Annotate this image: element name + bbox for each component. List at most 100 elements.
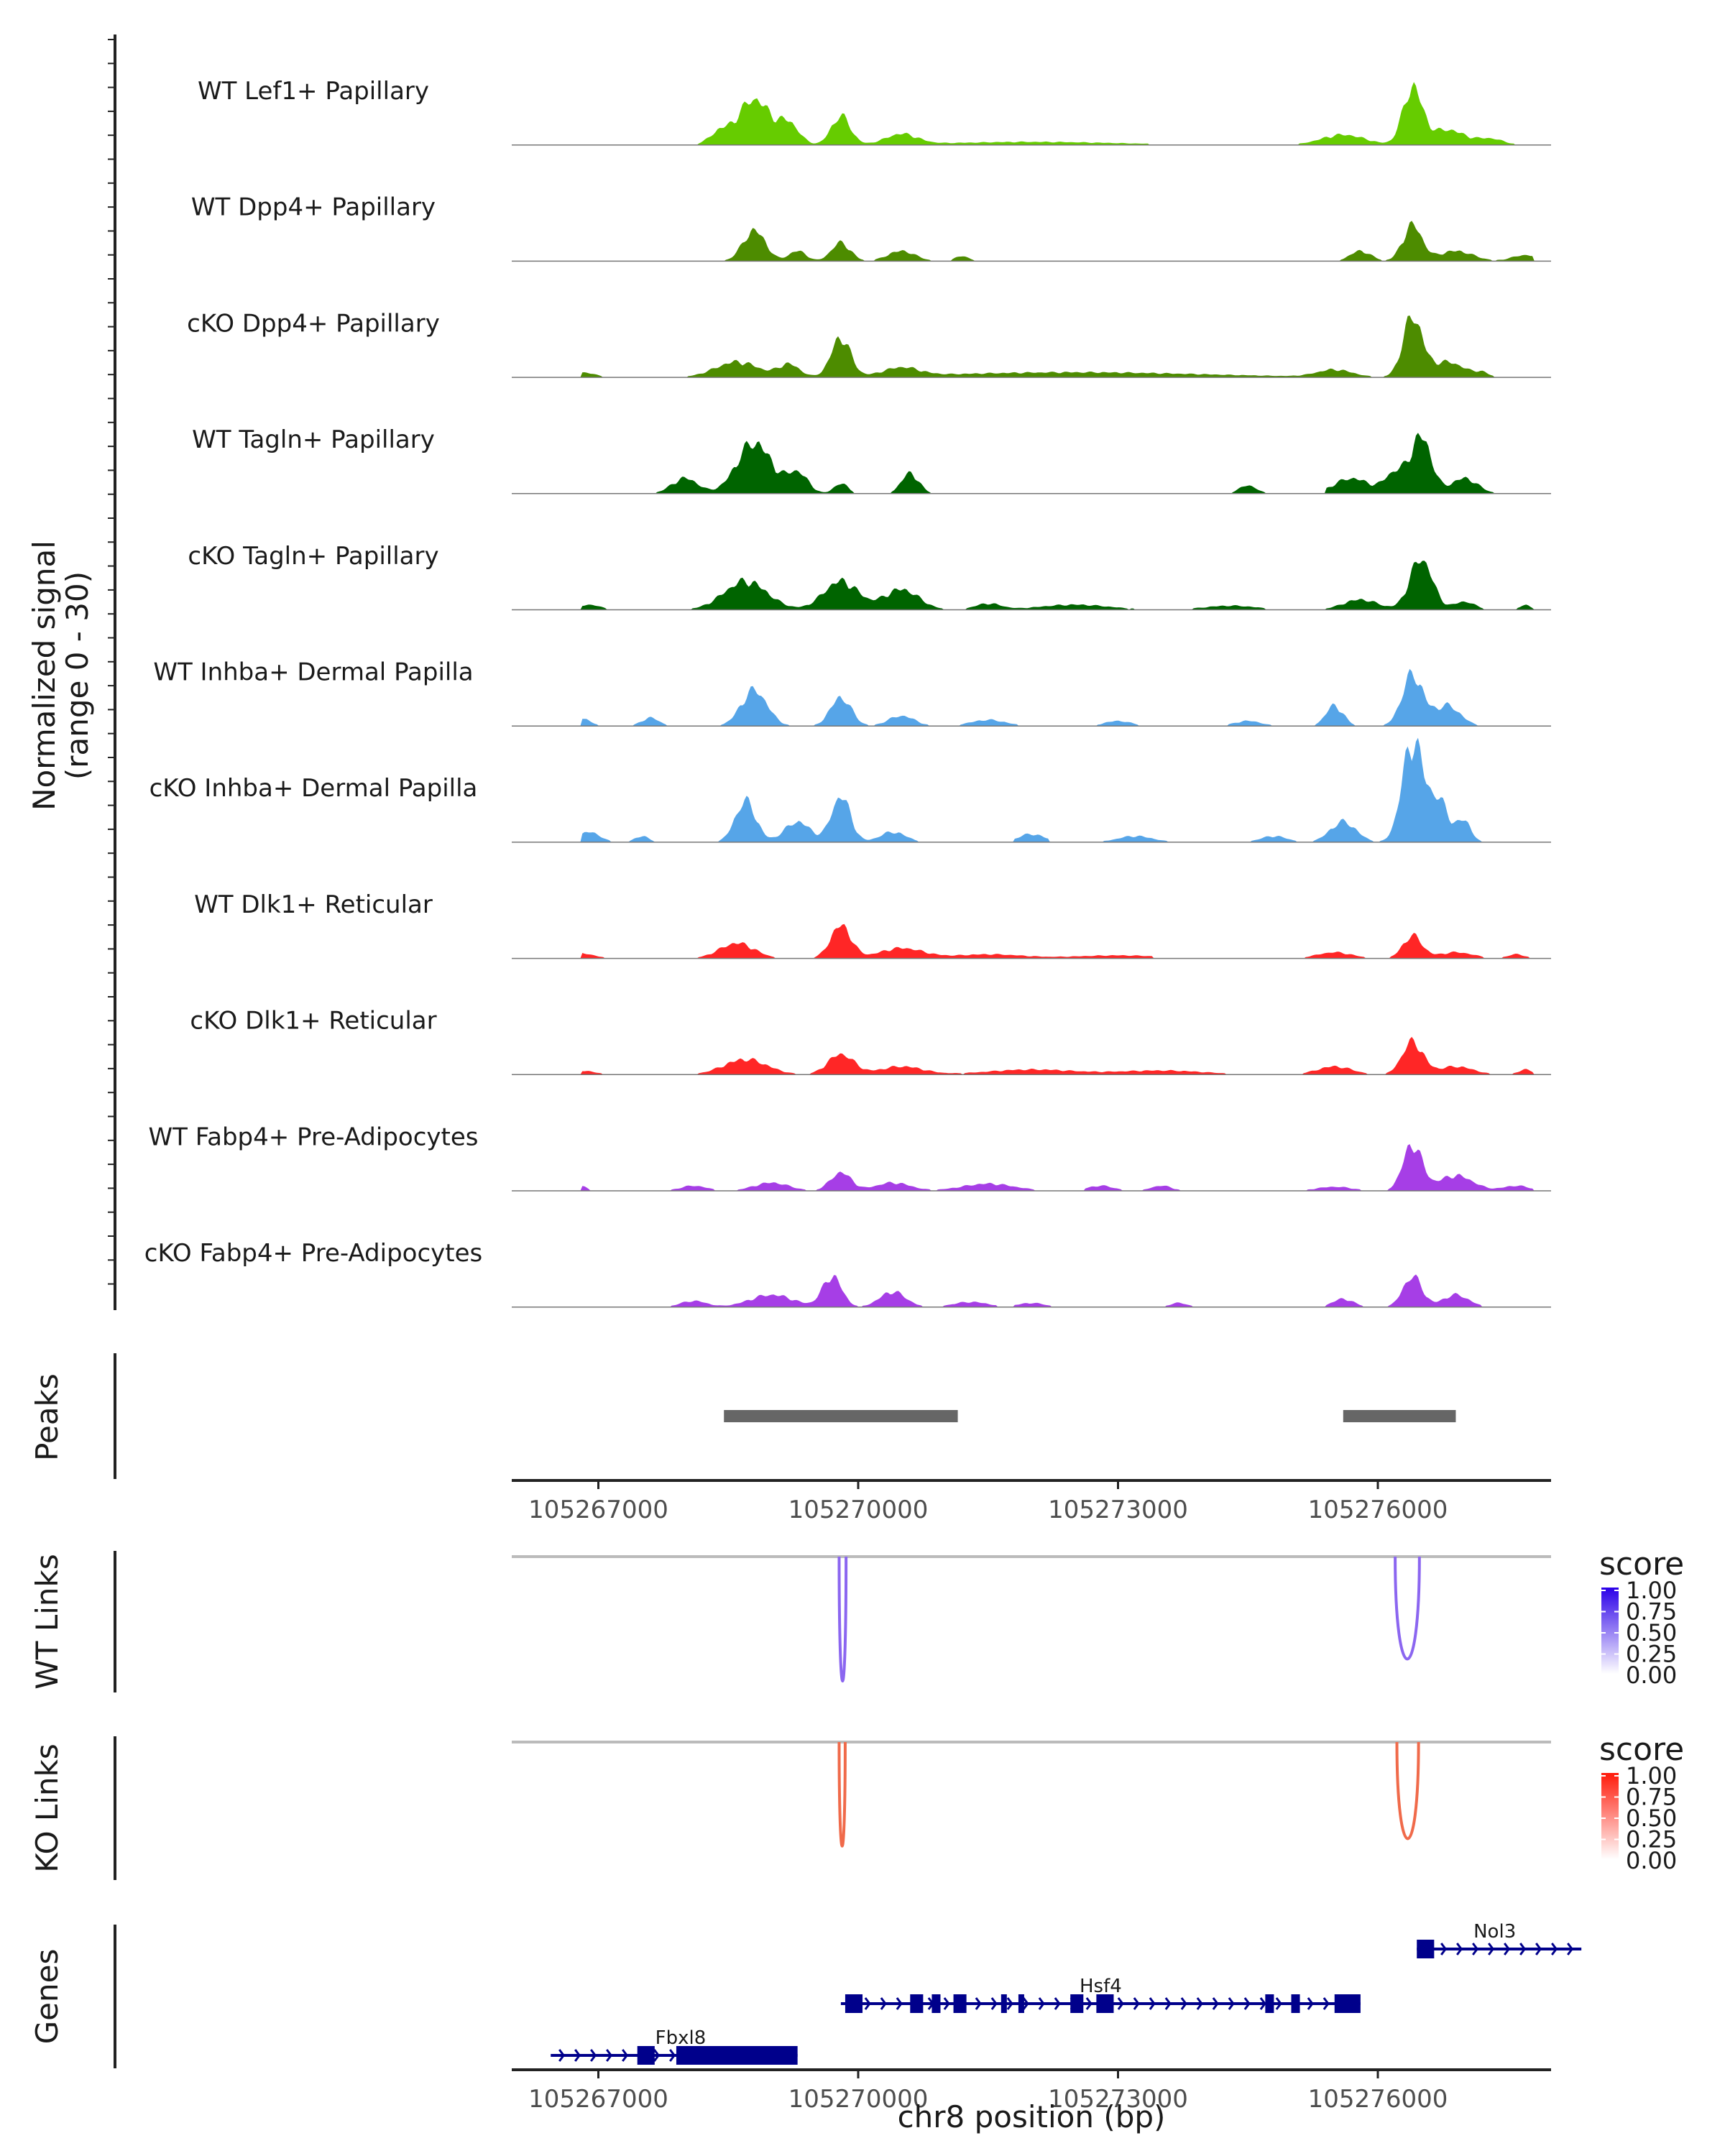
coverage-track-label: cKO Dpp4+ Papillary xyxy=(187,309,440,338)
gene-exon xyxy=(1291,1994,1300,2013)
peaks-x-axis-tick-label: 105270000 xyxy=(788,1496,929,1524)
link-arc xyxy=(837,1741,847,1848)
legend-title: score xyxy=(1599,1731,1684,1768)
strand-arrow xyxy=(1243,1997,1251,2010)
coverage-y-title-line1: Normalized signal xyxy=(27,540,62,811)
legend-tick-label: 0.25 xyxy=(1626,1826,1677,1853)
coverage-area xyxy=(512,561,1551,610)
coverage-area xyxy=(512,737,1551,842)
strand-arrow xyxy=(1180,1997,1187,2010)
gene: Hsf4 xyxy=(840,1976,1361,2013)
strand-arrow xyxy=(1228,1997,1235,2010)
strand-arrow xyxy=(975,1997,982,2010)
gene-label: Nol3 xyxy=(1473,1921,1516,1943)
link-arc xyxy=(1395,1741,1420,1841)
legend-tick-label: 1.00 xyxy=(1626,1762,1677,1789)
gene-exon xyxy=(932,1994,941,2013)
strand-arrow xyxy=(1535,1943,1542,1955)
strand-arrow xyxy=(1117,1997,1124,2010)
gene-label: Fbxl8 xyxy=(656,2027,707,2049)
coverage-track: WT Fabp4+ Pre-Adipocytes xyxy=(149,1123,1551,1192)
strand-arrow xyxy=(1149,1997,1156,2010)
links-title: KO Links xyxy=(29,1743,65,1873)
strand-arrow xyxy=(622,2049,629,2062)
strand-arrow xyxy=(1038,1997,1045,2010)
gene-exon xyxy=(910,1994,924,2013)
legend-tick-label: 0.00 xyxy=(1626,1662,1677,1689)
strand-arrow xyxy=(1472,1943,1479,1955)
peaks-x-axis-tick-label: 105276000 xyxy=(1308,1496,1448,1524)
peak-region xyxy=(1343,1410,1456,1422)
strand-arrow xyxy=(1006,1997,1013,2010)
strand-arrow xyxy=(1054,1997,1061,2010)
coverage-y-title: Normalized signal(range 0 - 30) xyxy=(27,540,95,811)
coverage-area xyxy=(512,1144,1551,1191)
strand-arrow xyxy=(1440,1943,1448,1955)
gene: Nol3 xyxy=(1417,1921,1582,1958)
genes-x-axis-tick-label: 105267000 xyxy=(528,2085,668,2114)
coverage-track: WT Dpp4+ Papillary xyxy=(191,193,1551,262)
coverage-track: cKO Dlk1+ Reticular xyxy=(190,1007,1551,1076)
strand-arrow xyxy=(574,2049,581,2062)
coverage-area xyxy=(512,315,1551,378)
strand-arrow xyxy=(990,1997,998,2010)
strand-arrow xyxy=(1164,1997,1172,2010)
gene-exon xyxy=(1096,1994,1114,2013)
strand-arrow xyxy=(1488,1943,1495,1955)
coverage-track: WT Inhba+ Dermal Papilla xyxy=(153,658,1551,727)
strand-arrow xyxy=(1551,1943,1558,1955)
legend-tick-label: 0.50 xyxy=(1626,1619,1677,1646)
legend-tick-label: 0.75 xyxy=(1626,1598,1677,1626)
strand-arrow xyxy=(1322,1997,1330,2010)
genes-x-axis-tick-label: 105270000 xyxy=(788,2085,929,2114)
gene-exon xyxy=(1417,1940,1435,1958)
gene-exon xyxy=(1070,1994,1084,2013)
coverage-track-label: WT Lef1+ Papillary xyxy=(198,77,429,106)
peaks-x-axis-tick-label: 105273000 xyxy=(1048,1496,1188,1524)
coverage-y-title-line2: (range 0 - 30) xyxy=(60,571,95,780)
gene-exon xyxy=(637,2046,655,2065)
strand-arrow xyxy=(1307,1997,1314,2010)
strand-arrow xyxy=(1275,1997,1282,2010)
legend-tick-label: 0.00 xyxy=(1626,1847,1677,1874)
coverage-area xyxy=(512,433,1551,494)
strand-arrow xyxy=(1567,1943,1574,1955)
coverage-area xyxy=(512,82,1551,145)
strand-arrow xyxy=(1022,1997,1029,2010)
coverage-track-label: WT Tagln+ Papillary xyxy=(192,425,435,454)
legend-tick-label: 0.50 xyxy=(1626,1805,1677,1832)
gene-exon xyxy=(1334,1994,1361,2013)
coverage-track-label: WT Fabp4+ Pre-Adipocytes xyxy=(149,1123,479,1151)
coverage-track: cKO Fabp4+ Pre-Adipocytes xyxy=(144,1239,1551,1308)
peaks-panel: Peaks 105267000 105270000 105273000 10527600… xyxy=(29,1353,1551,1524)
strand-arrow xyxy=(558,2049,566,2062)
coverage-track: cKO Tagln+ Papillary xyxy=(188,542,1551,611)
coverage-track-label: cKO Inhba+ Dermal Papilla xyxy=(150,774,478,803)
coverage-area xyxy=(512,1036,1551,1075)
strand-arrow xyxy=(1196,1997,1203,2010)
strand-arrow xyxy=(1456,1943,1463,1955)
genes-x-axis-tick-label: 105273000 xyxy=(1048,2085,1188,2114)
link-arc xyxy=(1394,1556,1421,1661)
strand-arrow xyxy=(606,2049,613,2062)
strand-arrow xyxy=(590,2049,597,2062)
coverage-area xyxy=(512,923,1551,959)
coverage-area xyxy=(512,1274,1551,1307)
coverage-panel: Normalized signal(range 0 - 30) WT Lef1+ … xyxy=(27,34,1551,1310)
gene: Fbxl8 xyxy=(551,2027,798,2065)
gene-exon xyxy=(953,1994,967,2013)
gene-exon xyxy=(1018,1994,1024,2013)
gene-label: Hsf4 xyxy=(1080,1976,1122,1997)
peaks-title: Peaks xyxy=(29,1373,65,1461)
strand-arrow xyxy=(1519,1943,1527,1955)
coverage-track: WT Dlk1+ Reticular xyxy=(194,890,1551,959)
genes-title: Genes xyxy=(29,1949,65,2045)
coverage-track: WT Tagln+ Papillary xyxy=(192,425,1551,494)
coverage-track: cKO Dpp4+ Papillary xyxy=(187,309,1551,378)
strand-arrow xyxy=(896,1997,903,2010)
legend-colorbar xyxy=(1601,1773,1619,1859)
strand-arrow xyxy=(653,2049,661,2062)
x-axis-title: chr8 position (bp) xyxy=(898,2099,1166,2134)
